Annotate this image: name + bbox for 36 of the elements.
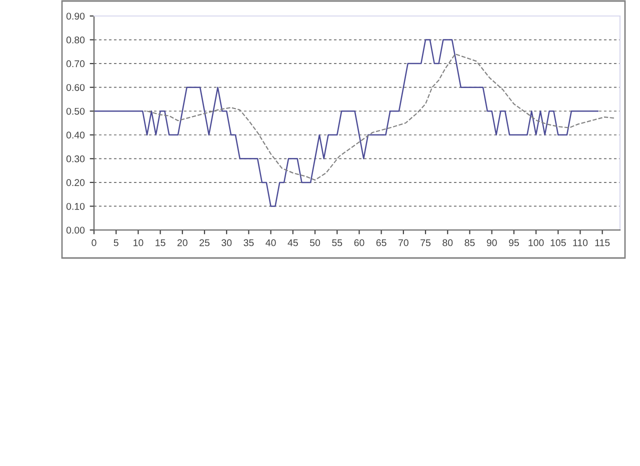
x-tick-label: 95 xyxy=(508,239,519,246)
x-tick-label: 80 xyxy=(442,239,453,246)
y-tick-label: 0.50 xyxy=(66,108,85,115)
y-tick-label: 0.20 xyxy=(66,179,85,186)
y-tick-label: 0.00 xyxy=(66,226,85,234)
y-tick-label: 0.40 xyxy=(66,132,85,139)
line-series xyxy=(146,53,616,181)
x-tick-label: 105 xyxy=(550,239,566,246)
y-tick-label: 0.90 xyxy=(66,12,85,20)
x-tick-label: 55 xyxy=(332,239,342,246)
x-tick-label: 65 xyxy=(376,239,386,246)
x-tick-label: 40 xyxy=(266,239,276,246)
x-tick-label: 0 xyxy=(92,239,96,246)
x-tick-label: 70 xyxy=(398,239,408,246)
x-tick-label: 60 xyxy=(354,239,364,246)
line-series xyxy=(94,39,599,207)
y-tick-label: 0.10 xyxy=(66,202,85,210)
x-tick-label: 100 xyxy=(528,239,544,246)
x-tick-label: 45 xyxy=(288,239,298,246)
x-tick-label: 50 xyxy=(310,239,320,246)
y-tick-label: 0.60 xyxy=(66,84,85,91)
x-tick-label: 85 xyxy=(464,239,475,246)
x-tick-label: 115 xyxy=(595,239,610,246)
x-tick-label: 90 xyxy=(486,239,497,246)
x-tick-label: 15 xyxy=(156,239,166,246)
y-tick-label: 0.70 xyxy=(66,60,85,68)
x-tick-label: 75 xyxy=(420,239,431,246)
x-tick-label: 25 xyxy=(200,239,210,246)
x-tick-label: 10 xyxy=(134,239,144,246)
y-tick-label: 0.30 xyxy=(66,155,85,162)
x-tick-label: 5 xyxy=(114,239,118,246)
x-tick-label: 110 xyxy=(573,239,588,246)
x-tick-label: 35 xyxy=(244,239,254,246)
x-tick-label: 20 xyxy=(177,239,188,246)
y-tick-label: 0.80 xyxy=(66,36,85,44)
x-tick-label: 30 xyxy=(222,239,232,246)
